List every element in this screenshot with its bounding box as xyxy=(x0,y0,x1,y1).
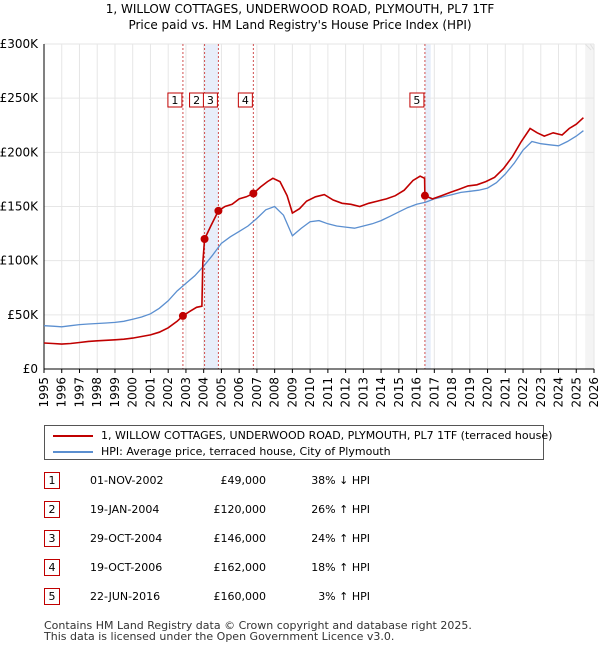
sale-hpi-diff: 38% ↓ HPI xyxy=(311,474,370,487)
x-tick-label: 2019 xyxy=(463,377,477,408)
x-tick-label: 2011 xyxy=(321,377,335,408)
sale-price: £120,000 xyxy=(213,503,267,516)
sale-date: 22-JUN-2016 xyxy=(90,590,161,603)
legend-label-property: 1, WILLOW COTTAGES, UNDERWOOD ROAD, PLYM… xyxy=(101,429,553,442)
price-chart: 1, WILLOW COTTAGES, UNDERWOOD ROAD, PLYM… xyxy=(0,2,600,408)
x-tick-label: 2025 xyxy=(569,377,583,408)
sale-label-number: 5 xyxy=(413,94,420,107)
x-tick-label: 2003 xyxy=(179,377,193,408)
sale-label-number: 2 xyxy=(193,94,200,107)
sale-number-badge: 2 xyxy=(44,501,60,518)
x-tick-label: 2001 xyxy=(143,377,157,408)
sale-point xyxy=(178,311,187,320)
sale-hpi-diff: 3% ↑ HPI xyxy=(318,590,370,603)
sale-number-badge: 5 xyxy=(44,588,60,605)
y-tick-label: £50K xyxy=(7,308,39,322)
sale-hpi-diff: 26% ↑ HPI xyxy=(311,503,370,516)
x-tick-label: 2017 xyxy=(427,377,441,408)
x-tick-label: 2021 xyxy=(498,377,512,408)
sale-label-box xyxy=(202,92,218,108)
y-tick-label: £200K xyxy=(0,145,39,159)
sale-date: 01-NOV-2002 xyxy=(90,474,164,487)
x-tick-label: 2005 xyxy=(214,377,228,408)
sale-hpi-diff: 24% ↑ HPI xyxy=(311,532,370,545)
x-tick-label: 2002 xyxy=(161,377,175,408)
sale-price: £146,000 xyxy=(213,532,267,545)
x-tick-label: 2007 xyxy=(250,377,264,408)
sale-hpi-diff: 18% ↑ HPI xyxy=(311,561,370,574)
x-tick-label: 1997 xyxy=(72,377,86,408)
y-tick-label: £300K xyxy=(0,37,39,51)
x-tick-label: 2024 xyxy=(552,377,566,408)
future-hatch xyxy=(589,43,595,51)
table-row: 1 01-NOV-2002 £49,000 38% ↓ HPI xyxy=(0,468,600,496)
legend-line-property xyxy=(53,435,93,437)
chart-legend: 1, WILLOW COTTAGES, UNDERWOOD ROAD, PLYM… xyxy=(44,425,552,460)
sale-price: £160,000 xyxy=(213,590,267,603)
y-tick-label: £100K xyxy=(0,254,39,268)
footer: Contains HM Land Registry data © Crown c… xyxy=(44,620,472,642)
x-tick-label: 2015 xyxy=(392,377,406,408)
x-tick-label: 2013 xyxy=(356,377,370,408)
x-tick-label: 2004 xyxy=(197,377,211,408)
x-tick-label: 2008 xyxy=(268,377,282,408)
legend-line-hpi xyxy=(53,451,93,453)
sale-label-box xyxy=(237,92,253,108)
chart-title-line1: 1, WILLOW COTTAGES, UNDERWOOD ROAD, PLYM… xyxy=(106,2,495,16)
sale-price: £49,000 xyxy=(220,474,267,487)
y-tick-label: £150K xyxy=(0,200,39,214)
sale-label-box xyxy=(167,92,183,108)
x-tick-label: 2000 xyxy=(126,377,140,408)
table-row: 4 19-OCT-2006 £162,000 18% ↑ HPI xyxy=(0,555,600,583)
table-row: 3 29-OCT-2004 £146,000 24% ↑ HPI xyxy=(0,526,600,554)
sale-label-number: 4 xyxy=(242,94,249,107)
sale-price: £162,000 xyxy=(213,561,267,574)
x-tick-label: 2023 xyxy=(534,377,548,408)
footer-licence: This data is licensed under the Open Gov… xyxy=(44,630,395,643)
table-row: 5 22-JUN-2016 £160,000 3% ↑ HPI xyxy=(0,584,600,612)
sale-number-badge: 1 xyxy=(44,472,60,489)
x-tick-label: 1995 xyxy=(37,377,51,408)
sale-point xyxy=(200,235,209,243)
future-hatch xyxy=(584,43,592,51)
x-tick-label: 2009 xyxy=(285,377,299,408)
x-tick-label: 2022 xyxy=(516,377,530,408)
sale-date: 19-JAN-2004 xyxy=(90,503,160,516)
x-tick-label: 2020 xyxy=(481,377,495,408)
y-tick-label: £0 xyxy=(23,362,38,376)
footer-copyright: Contains HM Land Registry data © Crown c… xyxy=(44,619,472,632)
legend-label-hpi: HPI: Average price, terraced house, City… xyxy=(101,445,391,458)
sale-date: 19-OCT-2006 xyxy=(90,561,163,574)
sale-number-badge: 3 xyxy=(44,530,60,547)
x-tick-label: 2016 xyxy=(410,377,424,408)
table-row: 2 19-JAN-2004 £120,000 26% ↑ HPI xyxy=(0,497,600,525)
sale-point xyxy=(249,189,258,198)
sale-date: 29-OCT-2004 xyxy=(90,532,163,545)
x-tick-label: 2012 xyxy=(339,377,353,408)
y-tick-label: £250K xyxy=(0,91,39,105)
x-tick-label: 1998 xyxy=(90,377,104,408)
x-tick-label: 2026 xyxy=(587,377,600,408)
sale-label-number: 1 xyxy=(171,94,178,107)
sale-number-badge: 4 xyxy=(44,559,60,576)
sale-label-box xyxy=(409,92,425,108)
x-tick-label: 2006 xyxy=(232,377,246,408)
chart-title-line2: Price paid vs. HM Land Registry's House … xyxy=(128,18,471,32)
sale-label-number: 3 xyxy=(207,94,214,107)
sale-point xyxy=(214,206,223,215)
x-tick-label: 1996 xyxy=(55,377,69,408)
x-tick-label: 2010 xyxy=(303,377,317,408)
x-tick-label: 2014 xyxy=(374,377,388,408)
series-line-hpi xyxy=(43,130,584,328)
x-tick-label: 1999 xyxy=(108,377,122,408)
sale-point xyxy=(420,191,429,200)
x-tick-label: 2018 xyxy=(445,377,459,408)
series-line-property xyxy=(43,117,584,345)
